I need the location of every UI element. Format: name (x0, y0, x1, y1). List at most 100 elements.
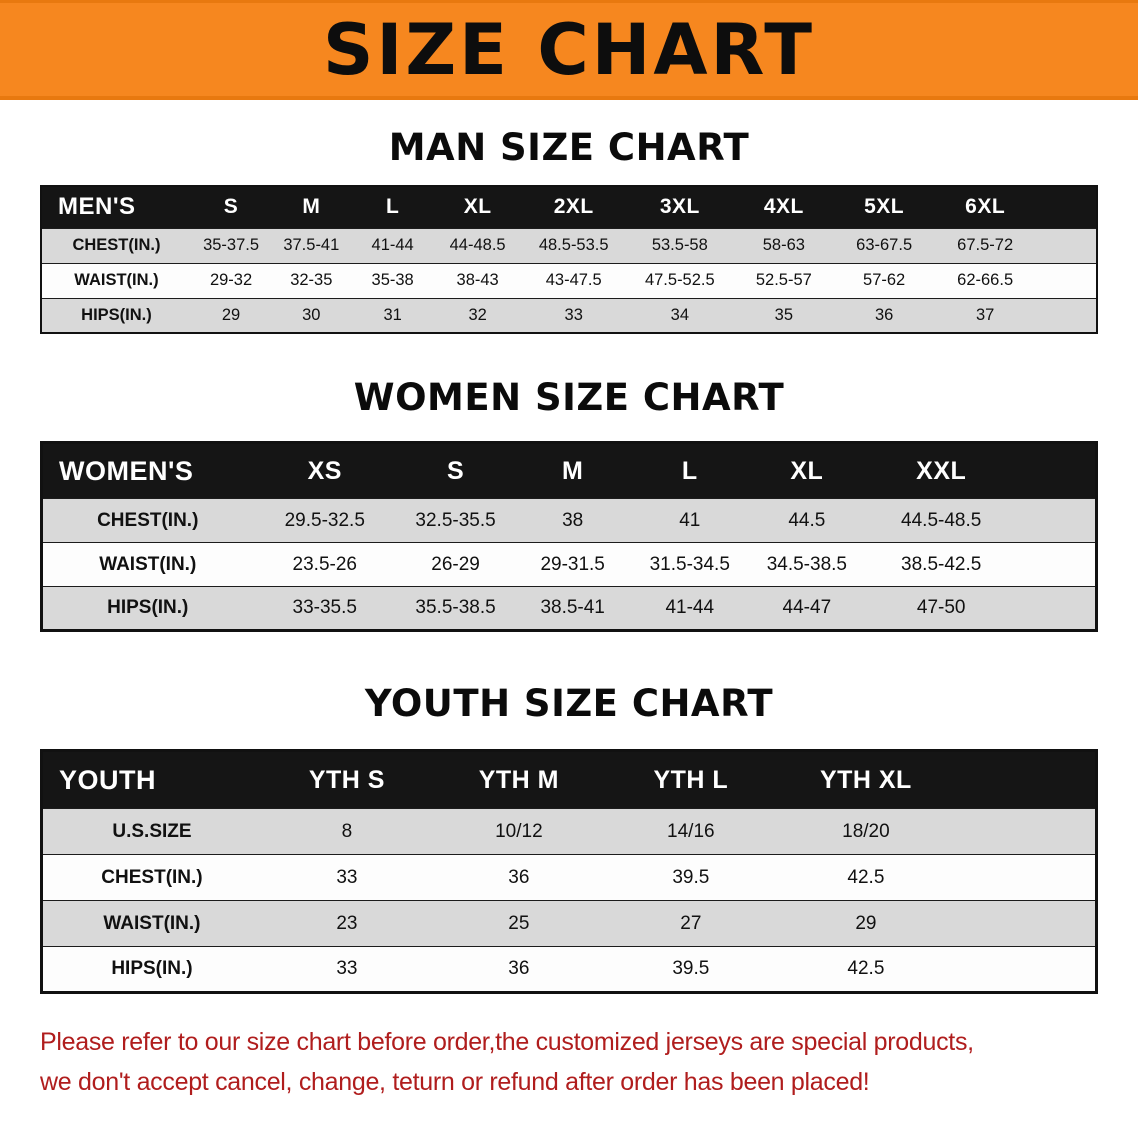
table-row: CHEST(IN.) 33 36 39.5 42.5 (41, 854, 1097, 901)
value-cell: 38.5-42.5 (865, 542, 1097, 587)
value-cell: 47-50 (865, 586, 1097, 631)
header-row: MEN'S S M L XL 2XL 3XL 4XL 5XL 6XL (41, 186, 1097, 228)
row-label-cell: WAIST(IN.) (41, 900, 261, 947)
youth-section-heading: YOUTH SIZE CHART (364, 682, 774, 725)
value-cell: 36 (432, 854, 605, 901)
header-row: WOMEN'S XS S M L XL XXL (41, 442, 1097, 499)
table-row: CHEST(IN.) 29.5-32.5 32.5-35.5 38 41 44.5 44.5… (41, 498, 1097, 543)
row-label-cell: CHEST(IN.) (41, 854, 261, 901)
size-header-cell: XS (252, 442, 398, 499)
row-label-cell: U.S.SIZE (41, 808, 261, 855)
size-header-cell: 2XL (521, 186, 626, 228)
value-cell: 29-31.5 (514, 542, 632, 587)
value-cell: 27 (604, 900, 777, 947)
size-header-cell: YTH S (260, 750, 433, 809)
women-section-heading: WOMEN SIZE CHART (353, 376, 785, 419)
value-cell: 57-62 (833, 262, 935, 298)
row-label-cell: HIPS(IN.) (41, 297, 191, 333)
value-cell: 35-37.5 (190, 227, 272, 263)
size-header-cell: M (514, 442, 632, 499)
size-header-cell: S (397, 442, 515, 499)
value-cell: 14/16 (604, 808, 777, 855)
value-cell: 33 (260, 854, 433, 901)
value-cell: 41 (631, 498, 749, 543)
value-cell: 37.5-41 (271, 227, 352, 263)
value-cell: 38.5-41 (514, 586, 632, 631)
value-cell: 41-44 (631, 586, 749, 631)
men-section-heading: MAN SIZE CHART (388, 126, 750, 169)
value-cell: 8 (260, 808, 433, 855)
table-row: WAIST(IN.) 23 25 27 29 (41, 900, 1097, 947)
size-header-cell: XXL (865, 442, 1097, 499)
value-cell: 31.5-34.5 (631, 542, 749, 587)
header-row: YOUTH YTH S YTH M YTH L YTH XL (41, 750, 1097, 809)
value-cell: 58-63 (733, 227, 834, 263)
value-cell: 35-38 (351, 262, 434, 298)
men-size-table: MEN'S S M L XL 2XL 3XL 4XL 5XL 6XL CHEST(IN.) 35-37… (40, 185, 1098, 334)
value-cell: 53.5-58 (625, 227, 734, 263)
size-header-cell: L (631, 442, 749, 499)
size-header-cell: L (351, 186, 434, 228)
size-chart-page: SIZE CHART MAN SIZE CHART MEN'S S M L XL 2XL 3… (0, 0, 1138, 1102)
value-cell: 38-43 (433, 262, 522, 298)
value-cell: 32 (433, 297, 522, 333)
table-row: HIPS(IN.) 33 36 39.5 42.5 (41, 946, 1097, 993)
value-cell: 18/20 (776, 808, 1097, 855)
value-cell: 34 (625, 297, 734, 333)
size-header-cell: YTH XL (776, 750, 1097, 809)
size-header-cell: YTH L (604, 750, 777, 809)
value-cell: 29 (776, 900, 1097, 947)
size-header-cell: 4XL (733, 186, 834, 228)
row-label-cell: CHEST(IN.) (41, 498, 253, 543)
table-title-cell: WOMEN'S (41, 442, 253, 499)
value-cell: 52.5-57 (733, 262, 834, 298)
table-row: HIPS(IN.) 33-35.5 35.5-38.5 38.5-41 41-44 44-… (41, 586, 1097, 631)
value-cell: 62-66.5 (934, 262, 1097, 298)
value-cell: 25 (432, 900, 605, 947)
value-cell: 41-44 (351, 227, 434, 263)
size-header-cell: 3XL (625, 186, 734, 228)
value-cell: 47.5-52.5 (625, 262, 734, 298)
value-cell: 48.5-53.5 (521, 227, 626, 263)
men-size-section: MAN SIZE CHART MEN'S S M L XL 2XL 3XL 4XL 5XL 6XL… (0, 126, 1138, 334)
disclaimer-line-2: we don't accept cancel, change, teturn o… (40, 1068, 870, 1096)
value-cell: 43-47.5 (521, 262, 626, 298)
value-cell: 35.5-38.5 (397, 586, 515, 631)
value-cell: 31 (351, 297, 434, 333)
value-cell: 23 (260, 900, 433, 947)
table-row: WAIST(IN.) 29-32 32-35 35-38 38-43 43-47.5 47.… (41, 262, 1097, 298)
table-title-cell: YOUTH (41, 750, 261, 809)
value-cell: 63-67.5 (833, 227, 935, 263)
table-row: CHEST(IN.) 35-37.5 37.5-41 41-44 44-48.5 48.5… (41, 227, 1097, 263)
size-chart-content: MAN SIZE CHART MEN'S S M L XL 2XL 3XL 4XL 5XL 6XL… (0, 126, 1138, 1102)
value-cell: 42.5 (776, 854, 1097, 901)
value-cell: 44-48.5 (433, 227, 522, 263)
banner: SIZE CHART (0, 0, 1138, 100)
value-cell: 39.5 (604, 854, 777, 901)
size-header-cell: XL (433, 186, 522, 228)
row-label-cell: HIPS(IN.) (41, 586, 253, 631)
value-cell: 26-29 (397, 542, 515, 587)
value-cell: 34.5-38.5 (748, 542, 866, 587)
row-label-cell: HIPS(IN.) (41, 946, 261, 993)
table-row: HIPS(IN.) 29 30 31 32 33 34 35 36 37 (41, 297, 1097, 333)
value-cell: 36 (833, 297, 935, 333)
women-size-section: WOMEN SIZE CHART WOMEN'S XS S M L XL XXL CHEST(… (0, 376, 1138, 632)
size-header-cell: S (190, 186, 272, 228)
row-label-cell: CHEST(IN.) (41, 227, 191, 263)
value-cell: 42.5 (776, 946, 1097, 993)
value-cell: 37 (934, 297, 1097, 333)
value-cell: 29-32 (190, 262, 272, 298)
value-cell: 33-35.5 (252, 586, 398, 631)
value-cell: 67.5-72 (934, 227, 1097, 263)
size-header-cell: YTH M (432, 750, 605, 809)
value-cell: 38 (514, 498, 632, 543)
disclaimer-text: Please refer to our size chart before or… (40, 1022, 1128, 1102)
youth-size-section: YOUTH SIZE CHART YOUTH YTH S YTH M YTH L YTH… (0, 682, 1138, 994)
value-cell: 33 (260, 946, 433, 993)
value-cell: 10/12 (432, 808, 605, 855)
disclaimer-line-1: Please refer to our size chart before or… (40, 1028, 974, 1056)
youth-size-table: YOUTH YTH S YTH M YTH L YTH XL U.S.SIZE 8 10/12… (40, 749, 1098, 994)
table-row: U.S.SIZE 8 10/12 14/16 18/20 (41, 808, 1097, 855)
value-cell: 32.5-35.5 (397, 498, 515, 543)
